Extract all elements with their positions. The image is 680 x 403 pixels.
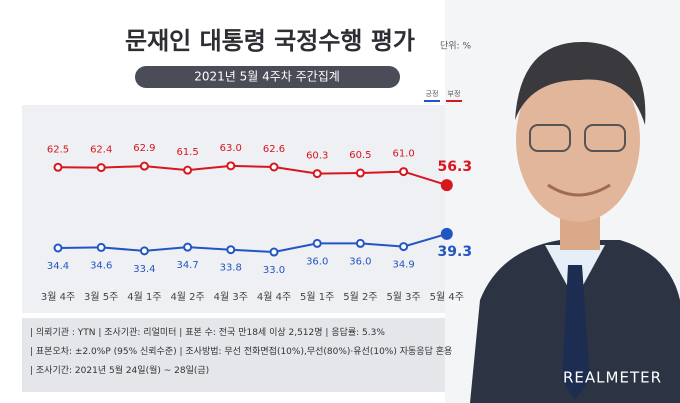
footer-line: | 의뢰기관 : YTN | 조사기관: 리얼미터 | 표본 수: 전국 만18…	[30, 326, 385, 338]
data-point	[440, 179, 453, 192]
footer-sep: |	[177, 347, 186, 357]
data-label: 34.6	[90, 260, 112, 271]
data-label: 34.7	[176, 260, 198, 271]
data-point	[226, 161, 236, 171]
data-point	[53, 243, 63, 253]
data-point	[355, 168, 365, 178]
unit-label: 단위: %	[440, 41, 471, 52]
data-label: 61.5	[176, 147, 198, 158]
data-point	[96, 163, 106, 173]
footer-line: | 표본오차: ±2.0%P (95% 신뢰수준) | 조사방법: 무선 전화면…	[30, 345, 452, 357]
x-tick-label: 5월 4주	[430, 291, 464, 303]
series-line	[57, 232, 448, 254]
data-label: 62.6	[263, 144, 285, 155]
data-point	[183, 165, 193, 175]
footer-sep: |	[96, 328, 105, 338]
footer-sep: |	[30, 328, 36, 338]
x-tick-label: 5월 2주	[343, 291, 377, 303]
x-tick-label: 5월 3주	[386, 291, 420, 303]
footer-sep: |	[323, 328, 332, 338]
footer-sep: |	[30, 347, 36, 357]
subtitle: 2021년 5월 4주차 주간집계	[194, 70, 340, 84]
series-line	[57, 164, 448, 187]
portrait	[445, 0, 680, 403]
data-point	[269, 247, 279, 257]
data-label: 34.4	[47, 261, 69, 272]
legend-label: 긍정	[426, 89, 439, 98]
data-point	[440, 227, 453, 240]
x-tick-label: 5월 1주	[300, 291, 334, 303]
x-tick-label: 4월 3주	[214, 291, 248, 303]
footer-sep: |	[30, 366, 36, 376]
data-point	[312, 238, 322, 248]
footer-panel	[22, 318, 470, 392]
data-label: 62.9	[133, 143, 155, 154]
x-tick-label: 4월 4주	[257, 291, 291, 303]
data-point	[96, 242, 106, 252]
data-label: 60.3	[306, 151, 328, 162]
data-point	[355, 238, 365, 248]
data-point	[226, 245, 236, 255]
footer-item: 의뢰기관 : YTN	[36, 327, 96, 338]
footer-item: 조사기관: 리얼미터	[104, 327, 176, 338]
x-tick-label: 4월 2주	[170, 291, 204, 303]
subtitle-pill	[135, 66, 400, 88]
x-tick-label: 3월 5주	[84, 291, 118, 303]
footer-sep: |	[176, 328, 185, 338]
x-tick-label: 4월 1주	[127, 291, 161, 303]
data-label: 34.9	[392, 260, 414, 271]
footer-item: 조사방법: 무선 전화면접(10%),무선(80%)·유선(10%) 자동응답 …	[185, 345, 452, 357]
data-label: 63.0	[220, 143, 242, 154]
chart-title: 문재인 대통령 국정수행 평가	[125, 27, 415, 55]
x-tick-label: 3월 4주	[41, 291, 75, 303]
data-label: 36.0	[306, 256, 328, 267]
data-point	[399, 242, 409, 252]
data-point	[53, 162, 63, 172]
footer-item: 표본 수: 전국 만18세 이상 2,512명	[185, 327, 322, 338]
data-point	[139, 246, 149, 256]
data-label: 33.8	[220, 263, 242, 274]
plot-panel	[22, 105, 470, 313]
data-point	[312, 169, 322, 179]
data-label: 60.5	[349, 150, 371, 161]
data-label: 56.3	[438, 159, 473, 175]
data-label: 39.3	[438, 244, 473, 260]
data-point	[139, 161, 149, 171]
data-point	[399, 167, 409, 177]
footer-item: 표본오차: ±2.0%P (95% 신뢰수준)	[36, 345, 177, 357]
data-label: 33.4	[133, 264, 155, 275]
footer-line: | 조사기간: 2021년 5월 24일(월) ~ 28일(금)	[30, 364, 209, 376]
legend-label: 부정	[448, 89, 461, 98]
footer-item: 응답률: 5.3%	[331, 326, 385, 338]
data-label: 62.4	[90, 145, 112, 156]
data-label: 33.0	[263, 265, 285, 276]
data-label: 61.0	[392, 149, 414, 160]
data-label: 36.0	[349, 256, 371, 267]
brand: REALMETER	[563, 369, 662, 387]
data-point	[183, 242, 193, 252]
data-point	[269, 162, 279, 172]
data-label: 62.5	[47, 144, 69, 155]
footer-item: 조사기간: 2021년 5월 24일(월) ~ 28일(금)	[36, 364, 209, 376]
